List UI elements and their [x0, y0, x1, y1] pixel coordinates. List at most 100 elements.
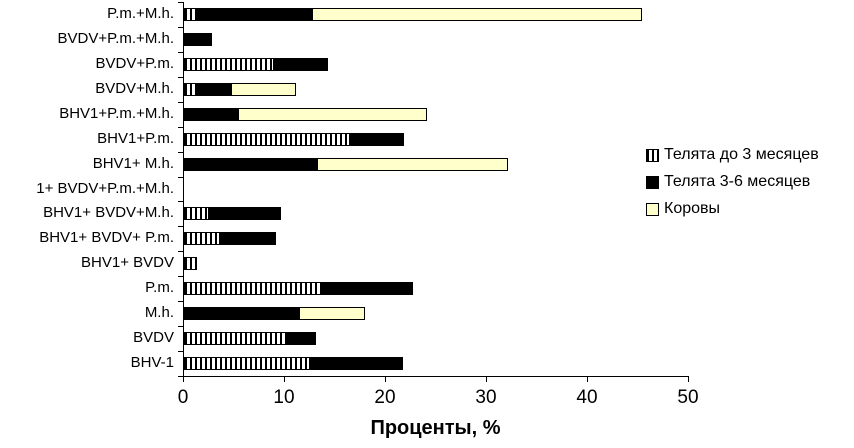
y-axis-tick	[178, 376, 183, 377]
bar-stack	[184, 32, 689, 46]
bar-segment-cream	[300, 307, 365, 321]
bar-segment-black	[197, 82, 233, 96]
bar-segment-black	[349, 132, 405, 146]
legend-label: Телята до 3 месяцев	[664, 146, 819, 163]
x-axis-tick	[486, 377, 487, 382]
x-axis-tick-label: 0	[177, 387, 189, 408]
category-label: M.h.	[144, 304, 174, 322]
bar-stack	[184, 232, 689, 246]
bar-row	[184, 301, 689, 326]
bar-segment-black	[184, 107, 239, 121]
bar-stack	[184, 282, 689, 296]
bar-stack	[184, 132, 689, 146]
bar-stack	[184, 157, 689, 171]
bar-segment-black	[321, 282, 414, 296]
y-axis-tick	[178, 226, 183, 228]
bar-segment-striped	[184, 232, 221, 246]
x-axis-tick-label: 40	[576, 387, 598, 408]
y-axis-tick	[178, 276, 183, 278]
category-label: BHV1+ BVDV	[81, 254, 174, 272]
category-label: 1+ BVDV+P.m.+M.h.	[36, 179, 174, 197]
y-axis-tick	[178, 351, 183, 353]
category-label: BHV-1	[130, 354, 174, 372]
bar-segment-black	[184, 307, 301, 321]
category-label: P.m.+M.h.	[107, 5, 174, 22]
y-axis-tick	[178, 101, 183, 103]
bar-segment-striped	[184, 357, 311, 371]
bar-segment-striped	[184, 132, 350, 146]
bar-stack	[184, 8, 689, 21]
bar-row	[184, 152, 689, 177]
category-label: BHV1+P.m.	[97, 129, 174, 147]
legend-swatch-striped-icon	[646, 148, 659, 162]
bar-stack	[184, 183, 689, 196]
bar-stack	[184, 207, 689, 221]
y-axis-tick	[178, 76, 183, 78]
bar-stack	[184, 307, 689, 321]
bar-segment-black	[209, 207, 281, 221]
x-axis-tick	[284, 377, 285, 382]
bar-stack	[184, 107, 689, 121]
category-label: BHV1+ M.h.	[92, 154, 174, 172]
bar-row	[184, 77, 689, 102]
bar-segment-striped	[184, 332, 288, 346]
bar-row	[184, 201, 689, 226]
bar-segment-cream	[318, 157, 509, 171]
bar-row	[184, 251, 689, 276]
legend-label: Коровы	[664, 200, 721, 217]
bar-row	[184, 326, 689, 351]
x-axis-tick	[587, 377, 588, 382]
category-label: BVDV+P.m.	[95, 54, 174, 72]
y-axis-tick	[178, 176, 183, 178]
x-axis-tick-label: 30	[475, 387, 497, 408]
bar-segment-striped	[184, 207, 210, 221]
bar-segment-striped	[184, 57, 274, 71]
bar-segment-black	[287, 332, 317, 346]
x-axis-tick	[385, 377, 386, 382]
category-label: BHV1+ BVDV+M.h.	[43, 204, 174, 222]
bar-row	[184, 351, 689, 376]
legend-swatch-black-icon	[646, 175, 659, 189]
bar-segment-cream	[232, 82, 297, 96]
y-axis-tick	[178, 26, 183, 28]
y-axis-tick	[178, 2, 183, 3]
bar-stack	[184, 257, 689, 271]
bar-segment-black	[273, 57, 329, 71]
bar-stack	[184, 82, 689, 96]
bar-segment-black	[184, 32, 213, 46]
bar-row	[184, 102, 689, 127]
bar-stack	[184, 57, 689, 71]
bar-stack	[184, 332, 689, 346]
plot-area	[183, 2, 689, 377]
y-axis-tick	[178, 326, 183, 328]
bar-segment-black	[220, 232, 276, 246]
legend-swatch-cream-icon	[646, 202, 659, 216]
x-axis-title: Проценты, %	[370, 417, 501, 439]
bar-segment-black	[184, 157, 319, 171]
bar-row	[184, 27, 689, 52]
bar-row	[184, 2, 689, 27]
category-label: BHV1+ BVDV+ P.m.	[39, 229, 174, 247]
y-axis-tick	[178, 151, 183, 153]
bar-segment-striped	[184, 82, 198, 96]
bar-segment-black	[197, 8, 314, 21]
category-label: BVDV+M.h.	[95, 79, 174, 97]
bar-row	[184, 276, 689, 301]
category-label: BVDV+P.m.+M.h.	[57, 29, 174, 47]
x-axis-tick-label: 10	[273, 387, 295, 408]
bar-segment-cream	[238, 107, 428, 121]
y-axis-tick	[178, 51, 183, 53]
category-label: BHV1+P.m.+M.h.	[59, 104, 174, 122]
bar-stack	[184, 357, 689, 371]
legend: Телята до 3 месяцев Телята 3-6 месяцев Кор…	[646, 146, 819, 227]
bar-segment-black	[310, 357, 404, 371]
bar-row	[184, 52, 689, 77]
legend-label: Телята 3-6 месяцев	[664, 173, 811, 190]
legend-item: Телята до 3 месяцев	[646, 146, 819, 164]
bar-segment-striped	[184, 257, 198, 271]
y-axis-tick	[178, 301, 183, 303]
bar-row	[184, 177, 689, 202]
bar-segment-cream	[313, 8, 642, 21]
x-axis-tick	[183, 377, 184, 382]
